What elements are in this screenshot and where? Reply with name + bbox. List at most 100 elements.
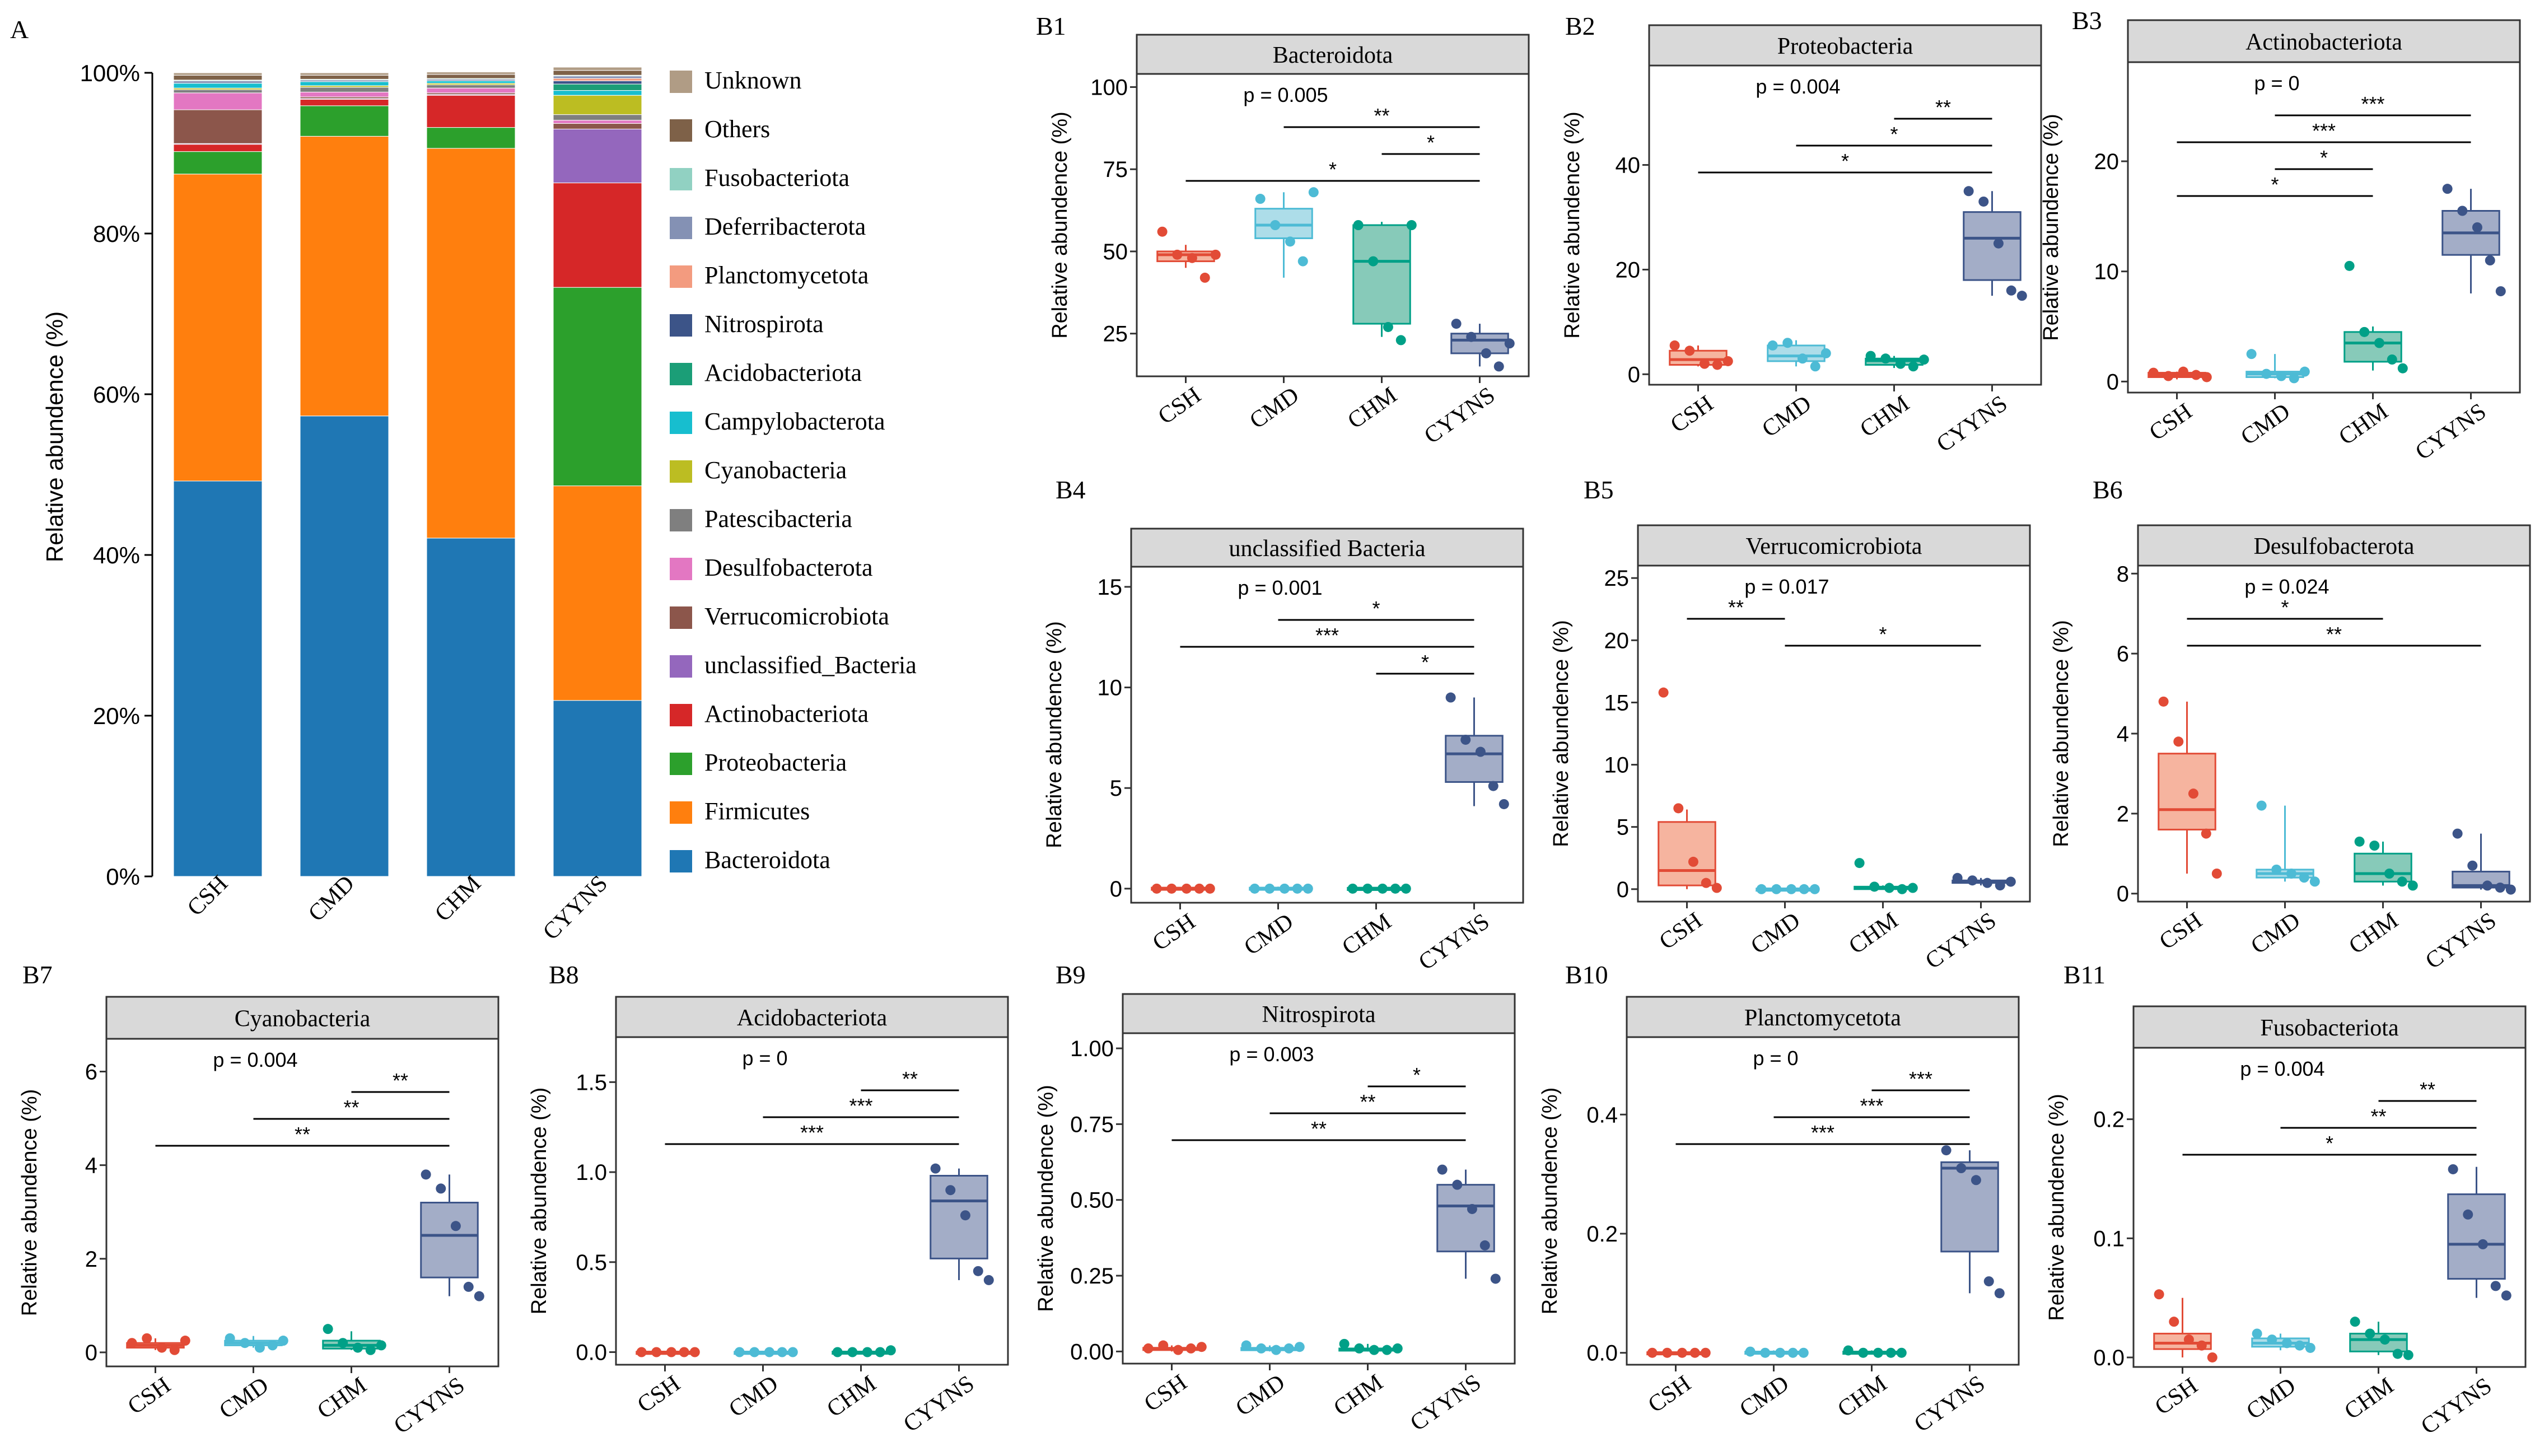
p-value-label: p = 0 [1753, 1047, 1798, 1070]
y-tick-label: 5 [1110, 776, 1122, 801]
box-cmd [734, 1347, 798, 1357]
legend-label-fusobacteriota: Fusobacteriota [704, 164, 849, 192]
y-axis-title: Relative abundence (%) [2050, 620, 2073, 847]
data-point [1797, 353, 1808, 364]
data-point [463, 1281, 474, 1292]
data-point [1205, 883, 1215, 894]
boxplot-panel-b3: B3 Actinobacteriota 0 10 20 Relative abundenc… [2039, 6, 2521, 465]
data-point [1181, 883, 1192, 894]
legend-label-proteobacteria: Proteobacteria [704, 749, 847, 776]
data-point [1264, 883, 1275, 894]
box-iqr [1658, 821, 1716, 886]
y-tick-label: 40 [1616, 153, 1641, 178]
data-point [225, 1333, 235, 1343]
data-point [180, 1336, 190, 1346]
data-point [1658, 687, 1669, 698]
bar-segment-csh-desulfobacterota [173, 92, 263, 110]
bar-segment-cyyns-verrucomicrobiota [553, 123, 642, 129]
significance-label: ** [1935, 96, 1951, 119]
y-tick-label: 0.25 [1070, 1264, 1114, 1289]
legend-label-planctomycetota: Planctomycetota [704, 262, 869, 289]
data-point [1873, 1347, 1883, 1358]
data-point [1187, 253, 1197, 263]
data-point [1406, 220, 1417, 230]
bar-segment-cyyns-cyanobacteria [553, 95, 642, 115]
data-point [1869, 881, 1880, 892]
y-tick-label: 0.0 [2093, 1346, 2125, 1370]
significance-label: * [1427, 131, 1435, 154]
significance-label: * [2320, 146, 2328, 169]
data-point [2252, 1328, 2262, 1339]
data-point [1918, 354, 1929, 365]
y-tick-label: 0 [85, 1341, 97, 1365]
panel-label-b3: B3 [2072, 6, 2102, 35]
data-point [2485, 255, 2495, 265]
box-cmd [1744, 1346, 1809, 1358]
data-point [1362, 883, 1373, 894]
panel-header-strip [615, 996, 1009, 1038]
box-iqr [930, 1175, 988, 1259]
y-tick-label: 20 [1616, 258, 1641, 282]
box-cmd [224, 1333, 288, 1353]
data-point [1241, 1340, 1252, 1351]
bar-segment-csh-verrucomicrobiota [173, 109, 263, 144]
data-point [1158, 1340, 1169, 1351]
data-point [2495, 286, 2506, 297]
plot-frame [1648, 64, 2042, 386]
legend-swatch-unknown [670, 71, 692, 93]
data-point [1712, 360, 1722, 370]
data-point [1647, 1347, 1658, 1358]
box-iqr [1940, 1161, 1999, 1253]
legend-swatch-actinobacteriota [670, 704, 692, 726]
data-point [323, 1324, 333, 1334]
panel-a-legend: Unknown Others Fusobacteriota Deferribacter… [670, 67, 917, 874]
data-point [1395, 335, 1406, 346]
bar-segment-cmd-bacteroidota [300, 416, 389, 877]
legend-swatch-proteobacteria [670, 753, 692, 775]
data-point [1810, 361, 1820, 372]
significance-label: ** [2420, 1078, 2435, 1101]
data-point [2191, 370, 2201, 380]
data-point [1210, 249, 1221, 260]
data-point [474, 1291, 484, 1301]
data-point [1271, 1345, 1281, 1355]
data-point [2286, 869, 2296, 879]
box-iqr [1450, 333, 1509, 354]
data-point [421, 1169, 431, 1180]
data-point [1897, 884, 1907, 894]
y-tick-label: 0 [2117, 882, 2129, 907]
data-point [1662, 1347, 1673, 1358]
p-value-label: p = 0.004 [2240, 1057, 2324, 1080]
bar-segment-cyyns-proteobacteria [553, 287, 642, 487]
data-point [2289, 373, 2299, 384]
data-point [1481, 348, 1491, 358]
data-point [2148, 367, 2159, 378]
data-point [2374, 338, 2384, 348]
box-cmd [1240, 1340, 1305, 1355]
box-cyyns [2447, 1164, 2511, 1301]
data-point [1353, 220, 1364, 230]
y-tick-label: 6 [85, 1060, 97, 1085]
data-point [1978, 196, 1989, 207]
data-point [240, 1338, 250, 1348]
data-point [2005, 876, 2016, 887]
data-point [1688, 856, 1698, 867]
data-point [2169, 1317, 2179, 1327]
data-point [2407, 880, 2418, 891]
significance-label: * [1329, 158, 1337, 181]
bar-segment-cyyns-planctomycetota [553, 78, 642, 81]
legend-label-deferribacterota: Deferribacterota [704, 213, 866, 240]
y-tick-label: 25 [1604, 566, 1630, 591]
data-point [2188, 788, 2198, 799]
significance-label: *** [1811, 1121, 1834, 1144]
y-tick-label: 0 [2107, 370, 2119, 394]
data-point [2495, 883, 2505, 893]
data-point [749, 1347, 760, 1357]
data-point [1952, 872, 1963, 883]
box-iqr [1156, 250, 1215, 263]
data-point [1255, 194, 1266, 204]
legend-swatch-nitrospirota [670, 314, 692, 337]
box-iqr [2447, 1193, 2506, 1280]
data-point [1775, 1347, 1785, 1358]
